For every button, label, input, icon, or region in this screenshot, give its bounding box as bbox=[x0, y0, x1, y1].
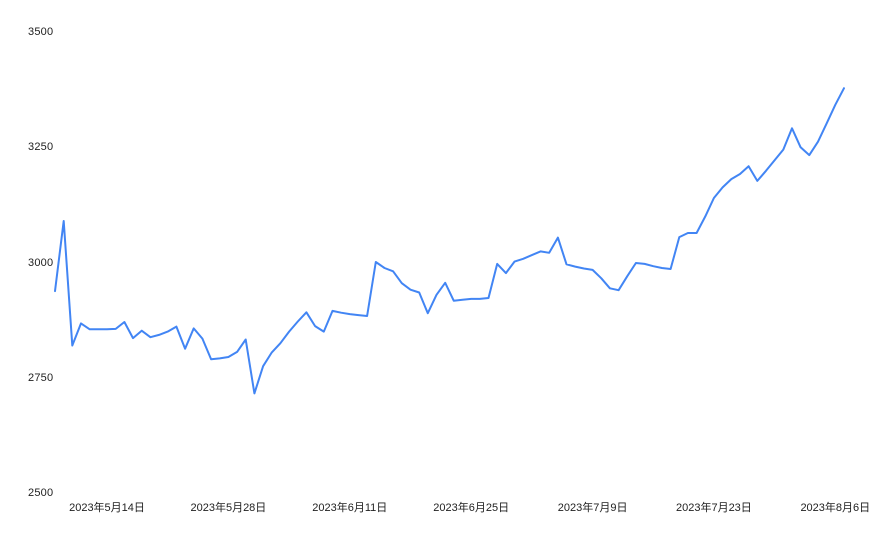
series-line bbox=[54, 87, 845, 395]
y-tick-label: 3500 bbox=[28, 26, 54, 38]
x-tick-label: 2023年5月14日 bbox=[69, 502, 145, 514]
x-tick-label: 2023年7月9日 bbox=[557, 502, 628, 514]
y-tick-label: 3000 bbox=[28, 256, 54, 269]
y-tick-label: 2750 bbox=[28, 371, 54, 384]
x-tick-label: 2023年8月6日 bbox=[800, 502, 870, 514]
x-tick-label: 2023年5月28日 bbox=[190, 502, 267, 514]
y-tick-label: 3250 bbox=[28, 141, 54, 154]
x-tick-label: 2023年6月25日 bbox=[433, 502, 510, 514]
y-tick-label: 2500 bbox=[28, 487, 54, 499]
x-tick-label: 2023年6月11日 bbox=[312, 502, 388, 514]
x-tick-label: 2023年7月23日 bbox=[675, 502, 752, 514]
